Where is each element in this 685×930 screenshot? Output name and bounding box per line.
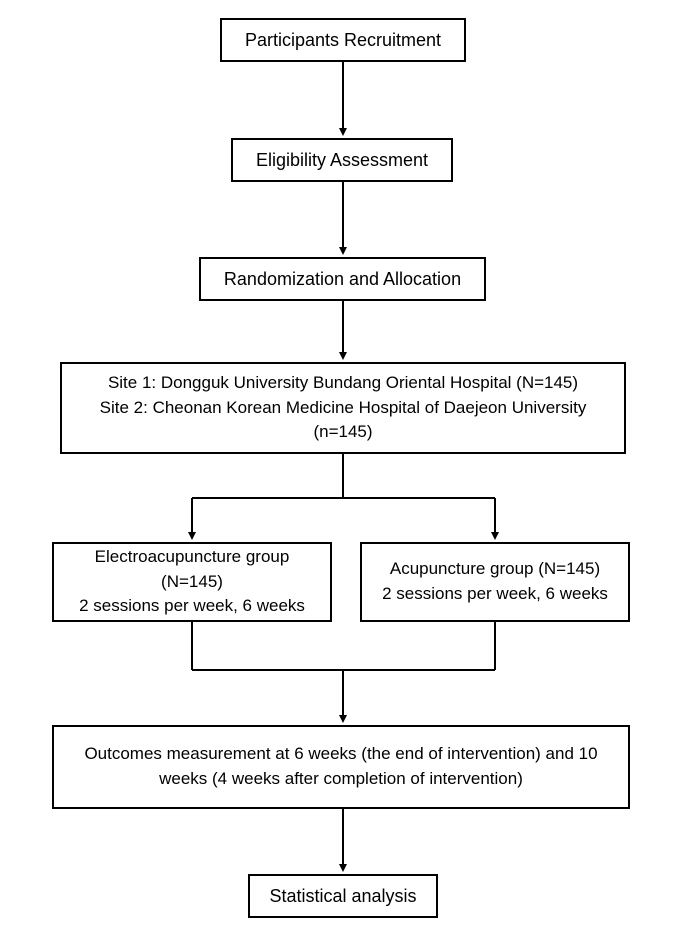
node-sites: Site 1: Dongguk University Bundang Orien… [60,362,626,454]
node-statistical-analysis: Statistical analysis [248,874,438,918]
node-randomization-allocation: Randomization and Allocation [199,257,486,301]
node-label: Site 1: Dongguk University Bundang Orien… [72,371,614,445]
node-label: Participants Recruitment [245,27,441,53]
node-label: Randomization and Allocation [224,266,461,292]
node-acupuncture-group: Acupuncture group (N=145) 2 sessions per… [360,542,630,622]
node-label: Outcomes measurement at 6 weeks (the end… [84,742,597,791]
node-electroacupuncture-group: Electroacupuncture group (N=145) 2 sessi… [52,542,332,622]
node-label: Electroacupuncture group (N=145) 2 sessi… [64,545,320,619]
flowchart-canvas: Participants Recruitment Eligibility Ass… [0,0,685,930]
node-outcomes-measurement: Outcomes measurement at 6 weeks (the end… [52,725,630,809]
node-label: Eligibility Assessment [256,147,428,173]
node-participants-recruitment: Participants Recruitment [220,18,466,62]
node-label: Acupuncture group (N=145) 2 sessions per… [382,557,608,606]
node-eligibility-assessment: Eligibility Assessment [231,138,453,182]
node-label: Statistical analysis [269,883,416,909]
